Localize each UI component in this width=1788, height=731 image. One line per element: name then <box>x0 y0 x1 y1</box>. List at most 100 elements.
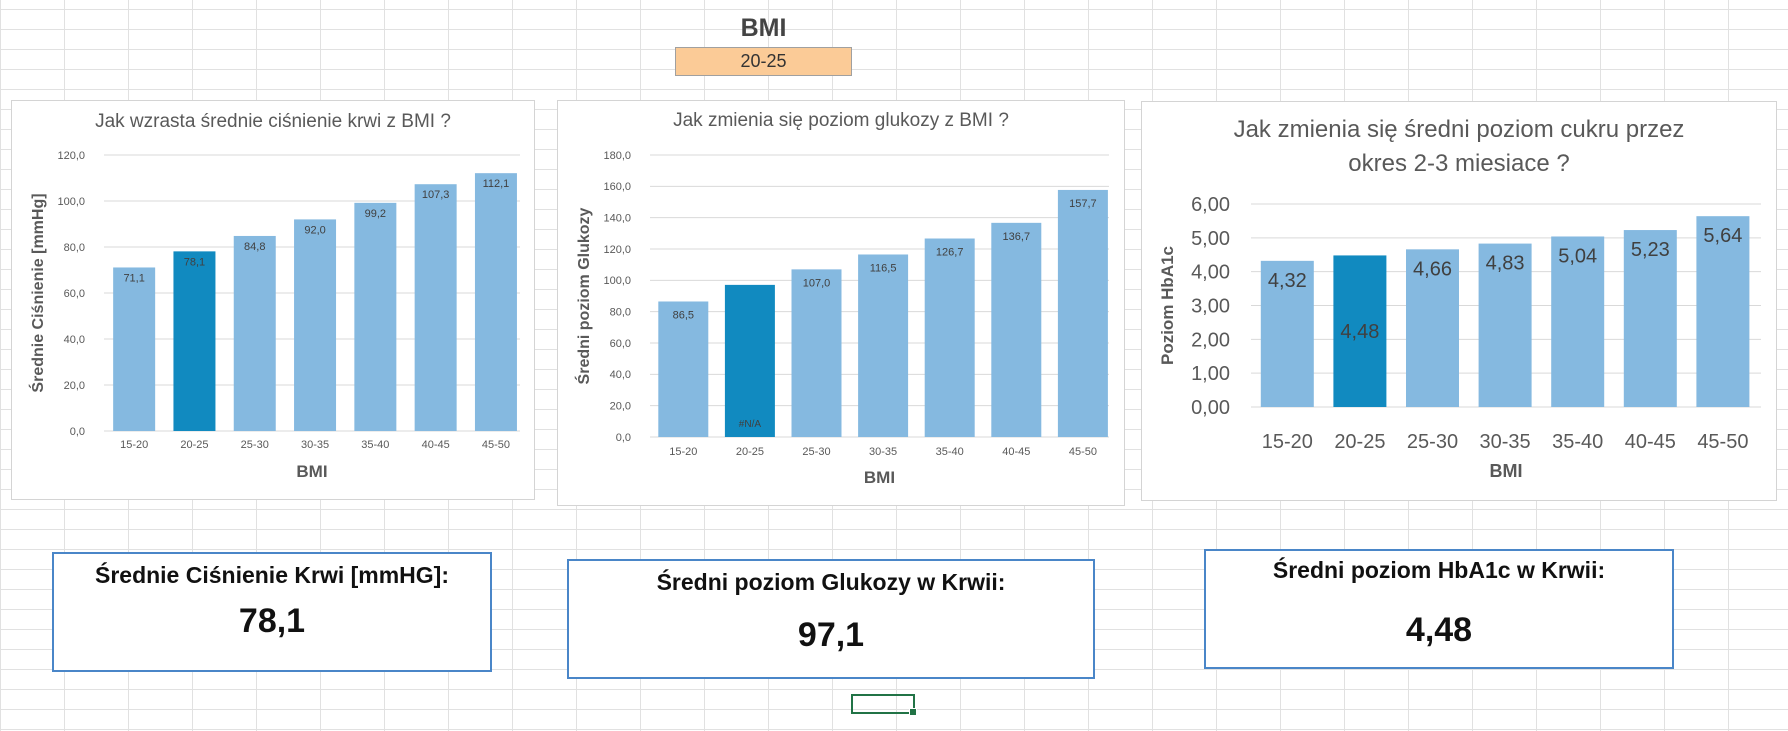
bmi-selector-header: BMI <box>740 14 787 42</box>
x-tick-label: 30-35 <box>869 446 897 458</box>
x-tick-label: 35-40 <box>1552 431 1603 453</box>
y-tick-label: 5,00 <box>1191 228 1230 250</box>
bar <box>724 284 775 437</box>
blood-pressure-chart: Jak wzrasta średnie ciśnienie krwi z BMI… <box>11 100 535 500</box>
x-tick-label: 20-25 <box>1334 431 1385 453</box>
data-label: 5,23 <box>1631 239 1670 261</box>
y-tick-label: 100,0 <box>57 196 85 208</box>
bar <box>1333 255 1387 407</box>
x-tick-label: 25-30 <box>1407 431 1458 453</box>
data-label: 99,2 <box>365 208 386 220</box>
bar <box>658 301 709 437</box>
data-label: 4,32 <box>1268 270 1307 292</box>
data-label: 107,0 <box>803 277 831 289</box>
data-label: 78,1 <box>184 256 205 268</box>
y-tick-label: 1,00 <box>1191 363 1230 385</box>
bar <box>791 269 842 437</box>
y-axis-title: Średni poziom Glukozy <box>574 207 593 384</box>
x-axis-title: BMI <box>296 462 327 481</box>
x-tick-label: 40-45 <box>1625 431 1676 453</box>
x-tick-label: 15-20 <box>120 439 148 451</box>
y-tick-label: 20,0 <box>610 401 631 413</box>
x-tick-label: 45-50 <box>482 439 510 451</box>
y-tick-label: 60,0 <box>610 338 631 350</box>
bar <box>1551 236 1605 407</box>
data-label: 112,1 <box>483 178 510 190</box>
bar <box>1696 216 1750 407</box>
glucose-chart: Jak zmienia się poziom glukozy z BMI ? 0,… <box>557 100 1125 506</box>
y-tick-label: 0,00 <box>1191 397 1230 419</box>
x-tick-label: 30-35 <box>1480 431 1531 453</box>
data-label: 71,1 <box>123 272 144 284</box>
selected-cell[interactable] <box>851 694 917 716</box>
x-tick-label: 30-35 <box>301 439 329 451</box>
data-label: 126,7 <box>936 247 964 259</box>
y-tick-label: 180,0 <box>603 150 631 162</box>
bar <box>1478 243 1532 407</box>
x-tick-label: 45-50 <box>1697 431 1748 453</box>
y-tick-label: 2,00 <box>1191 329 1230 351</box>
data-label: 4,66 <box>1413 258 1452 280</box>
y-tick-label: 4,00 <box>1191 262 1230 284</box>
x-tick-label: 15-20 <box>1262 431 1313 453</box>
fill-handle[interactable] <box>909 708 917 716</box>
y-tick-label: 40,0 <box>610 369 631 381</box>
bar <box>474 173 517 432</box>
blood-pressure-kpi-box: Średnie Ciśnienie Krwi [mmHG]: 78,1 <box>52 552 492 672</box>
hba1c-kpi-value: 4,48 <box>1405 611 1473 649</box>
bar <box>858 254 909 437</box>
bar <box>173 251 216 431</box>
y-tick-label: 40,0 <box>64 334 85 346</box>
y-tick-label: 0,0 <box>70 426 85 438</box>
data-label: #N/A <box>739 419 762 430</box>
hba1c-kpi-box: Średni poziom HbA1c w Krwii: 4,48 <box>1204 549 1674 669</box>
bar <box>233 235 276 431</box>
chart-svg: Jak wzrasta średnie ciśnienie krwi z BMI… <box>28 111 520 481</box>
chart-title: Jak wzrasta średnie ciśnienie krwi z BMI… <box>95 111 451 132</box>
data-label: 5,64 <box>1703 225 1742 247</box>
blood-pressure-kpi-value: 78,1 <box>238 602 306 640</box>
y-tick-label: 80,0 <box>610 307 631 319</box>
bar <box>1260 260 1314 407</box>
glucose-kpi-box: Średni poziom Glukozy w Krwii: 97,1 <box>567 559 1095 679</box>
data-label: 157,7 <box>1069 198 1097 210</box>
y-axis-title: Średnie Ciśnienie [mmHg] <box>28 193 47 392</box>
x-tick-label: 35-40 <box>361 439 389 451</box>
chart-title: okres 2-3 miesiace ? <box>1348 150 1569 177</box>
bar <box>924 238 975 437</box>
chart-title: Jak zmienia się poziom glukozy z BMI ? <box>673 110 1009 131</box>
y-tick-label: 160,0 <box>603 181 631 193</box>
y-tick-label: 140,0 <box>603 213 631 225</box>
x-axis-title: BMI <box>864 468 895 487</box>
hba1c-kpi-label: Średni poziom HbA1c w Krwii: <box>1272 557 1606 583</box>
y-tick-label: 0,0 <box>616 432 631 444</box>
data-label: 107,3 <box>422 189 450 201</box>
chart-svg: Jak zmienia się poziom glukozy z BMI ? 0,… <box>574 110 1109 487</box>
y-tick-label: 80,0 <box>64 242 85 254</box>
data-label: 5,04 <box>1558 245 1597 267</box>
y-tick-label: 120,0 <box>603 244 631 256</box>
data-label: 92,0 <box>304 224 325 236</box>
chart-title: Jak zmienia się średni poziom cukru prze… <box>1234 116 1685 143</box>
data-label: 116,5 <box>870 262 897 274</box>
bar <box>991 222 1042 437</box>
bmi-selector-value[interactable]: 20-25 <box>675 47 852 76</box>
bar <box>1057 189 1108 437</box>
bar <box>1623 230 1677 407</box>
x-tick-label: 20-25 <box>736 446 764 458</box>
y-axis-title: Poziom HbA1c <box>1158 246 1177 365</box>
y-tick-label: 60,0 <box>64 288 85 300</box>
data-label: 4,83 <box>1486 253 1525 275</box>
y-tick-label: 100,0 <box>603 275 631 287</box>
y-tick-label: 20,0 <box>64 380 85 392</box>
hba1c-chart: Jak zmienia się średni poziom cukru prze… <box>1141 101 1777 501</box>
x-tick-label: 40-45 <box>1002 446 1030 458</box>
chart-svg: Jak zmienia się średni poziom cukru prze… <box>1158 116 1761 481</box>
data-label: 136,7 <box>1003 231 1031 243</box>
x-tick-label: 20-25 <box>180 439 208 451</box>
data-label: 84,8 <box>244 241 265 253</box>
bar <box>1406 249 1459 407</box>
data-label: 86,5 <box>673 309 694 321</box>
data-label: 4,48 <box>1340 321 1379 343</box>
x-tick-label: 25-30 <box>241 439 269 451</box>
